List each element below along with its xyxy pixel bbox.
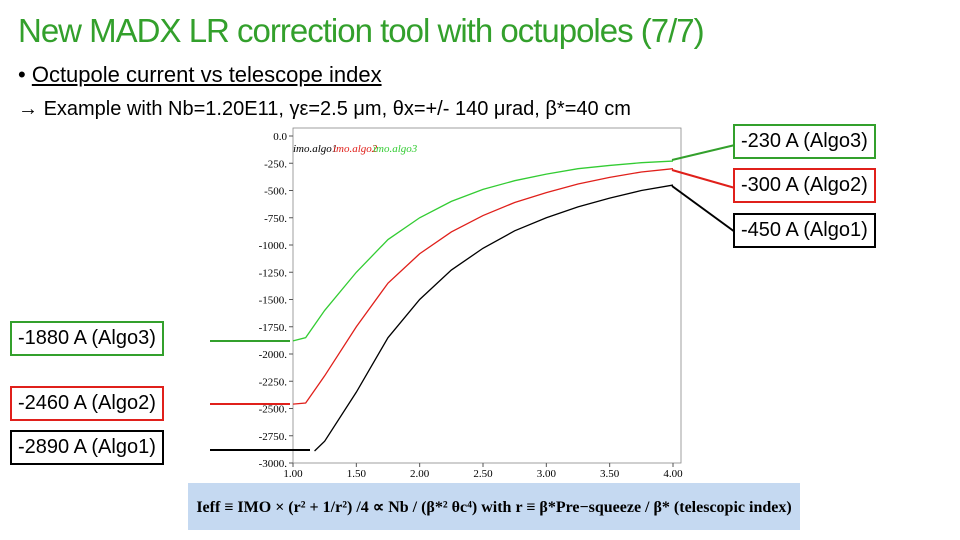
bullet-text: Octupole current vs telescope index — [31, 62, 382, 87]
line — [292, 160, 674, 342]
legend-label: imo.algo1 — [293, 143, 337, 155]
annotation: -2460 A (Algo2) — [10, 386, 164, 421]
arrow — [671, 185, 736, 233]
y-tick-label: -2750. — [259, 431, 288, 443]
line — [314, 184, 674, 452]
y-tick-label: -1500. — [259, 295, 288, 307]
y-tick-label: -500. — [264, 186, 287, 198]
subtitle-text: Example with Nb=1.20E11, γε=2.5 μm, θx=+… — [43, 98, 631, 120]
y-tick-label: -750. — [264, 213, 287, 225]
legend-label: imo.algo3 — [373, 143, 418, 155]
y-tick-label: -1750. — [259, 322, 288, 334]
bullet: • Octupole current vs telescope index — [18, 62, 382, 87]
y-tick-label: -250. — [264, 158, 287, 170]
plot-frame — [292, 127, 682, 464]
legend-label: imo.algo2 — [333, 143, 378, 155]
annotation: -2890 A (Algo1) — [10, 430, 164, 465]
y-tick-label: -3000. — [259, 458, 288, 470]
subtitle: → Example with Nb=1.20E11, γε=2.5 μm, θx… — [18, 98, 631, 120]
x-tick-label: 4.00 — [663, 468, 683, 480]
plot: 0.0 -250. -500. -750. -1000. -1250. -1500. -175… — [259, 127, 683, 480]
y-tick-label: -2250. — [259, 376, 288, 388]
x-tick-label: 3.00 — [537, 468, 557, 480]
arrow — [671, 144, 736, 161]
formula: Ieff ≡ IMO × (r² + 1/r²) /4 ∝ Nb / (β*² … — [188, 483, 800, 530]
title: New MADX LR correction tool with octupol… — [18, 12, 705, 49]
x-tick-label: 1.50 — [347, 468, 367, 480]
arrow — [671, 169, 736, 189]
x-tick-label: 2.50 — [473, 468, 493, 480]
annotation: -300 A (Algo2) — [733, 168, 876, 203]
line — [292, 168, 674, 405]
arrows — [210, 144, 736, 451]
annotation: -230 A (Algo3) — [733, 124, 876, 159]
x-tick-label: 1.00 — [283, 468, 303, 480]
annotation: -1880 A (Algo3) — [10, 321, 164, 356]
y-tick-label: -1000. — [259, 240, 288, 252]
x-tick-label: 3.50 — [600, 468, 620, 480]
y-tick-label: 0.0 — [273, 131, 287, 143]
x-tick-label: 2.00 — [410, 468, 430, 480]
annotation: -450 A (Algo1) — [733, 213, 876, 248]
y-tick-label: -2000. — [259, 349, 288, 361]
y-tick-label: -1250. — [259, 267, 288, 279]
y-tick-label: -2500. — [259, 404, 288, 416]
